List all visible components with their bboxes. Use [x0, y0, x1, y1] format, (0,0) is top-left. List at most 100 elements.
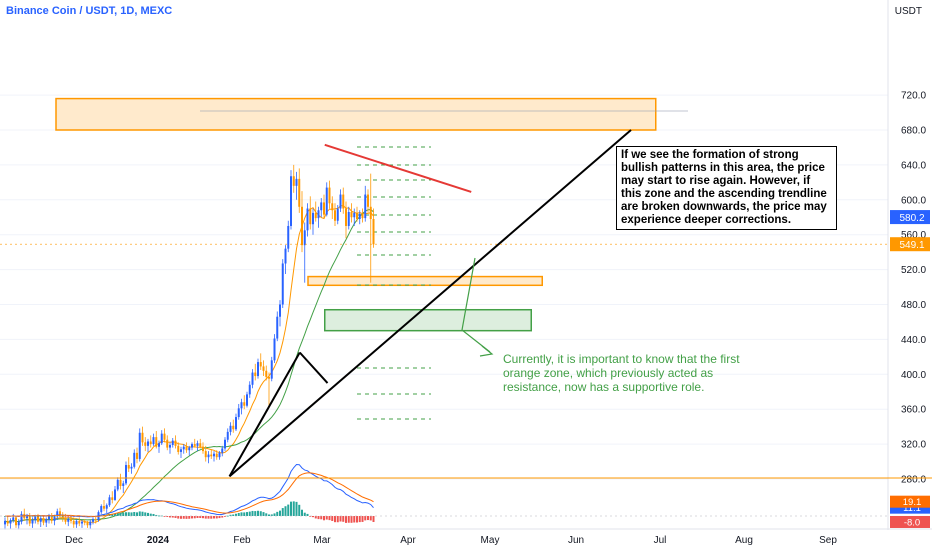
- macd-hist-bar: [284, 506, 287, 516]
- macd-hist-bar: [50, 515, 53, 517]
- candle-body: [180, 449, 182, 452]
- macd-hist-bar: [42, 516, 45, 517]
- candle-body: [75, 520, 78, 525]
- candle-body: [298, 178, 301, 207]
- macd-hist-bar: [111, 513, 114, 516]
- candle-body: [347, 212, 350, 226]
- macd-hist-bar: [114, 513, 116, 516]
- candle-body: [26, 515, 28, 519]
- candle-body: [130, 466, 133, 469]
- candle-body: [50, 515, 53, 521]
- macd-hist-bar: [67, 516, 70, 517]
- macd-hist-bar: [361, 516, 364, 522]
- price-label-bg: [890, 210, 930, 225]
- green-arrowhead: [479, 345, 494, 357]
- candle-body: [287, 225, 290, 249]
- macd-hist-bar: [303, 512, 306, 516]
- candle-body: [34, 516, 37, 521]
- resistance-line: [324, 143, 472, 193]
- macd-hist-bar: [372, 516, 375, 522]
- macd-hist-bar: [152, 513, 155, 516]
- candle-body: [155, 437, 158, 447]
- candle-body: [53, 516, 56, 521]
- candle-body: [240, 402, 243, 409]
- candle-body: [188, 447, 191, 451]
- candle-body: [81, 521, 83, 524]
- x-tick-label: Sep: [819, 535, 837, 546]
- y-tick-label: 400.0: [901, 370, 926, 381]
- candle-body: [207, 454, 210, 458]
- candle-body: [270, 360, 273, 379]
- candle-body: [152, 437, 155, 445]
- guide-lines: [200, 110, 688, 420]
- macd-hist-bar: [279, 510, 281, 516]
- candle-body: [273, 338, 276, 361]
- macd-hist-bar: [281, 508, 284, 516]
- macd-hist-bar: [356, 516, 358, 523]
- candle-body: [215, 453, 218, 458]
- candle-body: [328, 187, 331, 204]
- candle-body: [67, 519, 70, 522]
- macd-hist-bar: [31, 515, 34, 517]
- candle-body: [259, 362, 262, 367]
- macd-hist-bar: [248, 511, 251, 516]
- y-tick-label: 360.0: [901, 405, 926, 416]
- candle-body: [210, 454, 213, 457]
- x-tick-label: Jul: [654, 535, 667, 546]
- macd-hist-bar: [188, 516, 191, 519]
- candle-body: [232, 425, 235, 430]
- macd-hist-bar: [37, 515, 39, 517]
- flag-right: [299, 351, 329, 384]
- candle-body: [108, 497, 111, 506]
- macd-hist-bar: [182, 516, 185, 519]
- macd-hist-bar: [251, 510, 254, 516]
- candle-body: [309, 208, 312, 225]
- macd-hist-bar: [301, 509, 303, 516]
- candle-body: [204, 451, 207, 458]
- candle-body: [144, 442, 147, 446]
- macd-hist-bar: [133, 511, 136, 516]
- macd-hist-bar: [314, 516, 317, 519]
- candle-body: [160, 433, 163, 444]
- macd-hist-bar: [119, 512, 122, 516]
- candle-body: [141, 432, 144, 443]
- macd-hist-bar: [240, 512, 243, 516]
- candle-body: [265, 370, 268, 377]
- candle-body: [279, 304, 281, 317]
- candle-body: [39, 518, 42, 522]
- candle-body: [369, 206, 372, 219]
- candle-body: [119, 479, 122, 486]
- candle-body: [339, 194, 342, 209]
- candle-body: [92, 519, 94, 522]
- macd-hist-bar: [48, 515, 50, 517]
- chart-title: Binance Coin / USDT, 1D, MEXC: [6, 5, 173, 17]
- macd-hist-bar: [235, 513, 237, 516]
- candle-body: [86, 522, 89, 526]
- macd-hist-bar: [213, 516, 215, 519]
- candle-body: [37, 516, 39, 522]
- y-tick-label: 680.0: [901, 126, 926, 137]
- trendlines: [228, 129, 632, 478]
- macd-hist-bar: [45, 516, 48, 517]
- macd-hist-bar: [339, 516, 342, 522]
- macd-hist-bar: [155, 514, 158, 516]
- x-axis: Dec 2024 Feb Mar Apr May Jun Jul Aug Sep: [65, 535, 837, 546]
- x-tick-label: Dec: [65, 535, 83, 546]
- macd-hist-bar: [243, 512, 246, 516]
- macd-hist-bar: [218, 516, 221, 519]
- candle-body: [323, 202, 325, 215]
- candle-body: [226, 431, 229, 440]
- candle-body: [42, 518, 45, 523]
- candle-body: [169, 444, 171, 448]
- candle-body: [171, 440, 174, 445]
- candle-body: [114, 489, 116, 500]
- macd-value-label: -8.0: [904, 517, 920, 528]
- first-orange-zone: [307, 275, 543, 287]
- candle-body: [325, 187, 328, 215]
- candle-body: [224, 439, 226, 449]
- candle-body: [94, 519, 97, 521]
- candle-body: [254, 372, 257, 377]
- macd-hist-bar: [221, 516, 224, 518]
- macd-hist-bar: [336, 516, 339, 523]
